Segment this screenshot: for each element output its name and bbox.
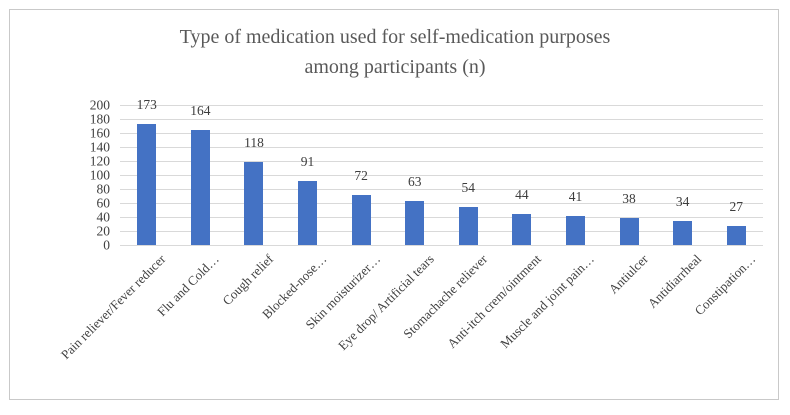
gridline: [120, 188, 763, 190]
y-tick-label: 20: [96, 223, 111, 239]
bar: [244, 162, 264, 245]
y-tick-label: 80: [96, 181, 111, 197]
bar: [565, 216, 585, 245]
bar-value-label: 72: [354, 167, 368, 183]
bar: [137, 123, 157, 245]
y-tick-label: 200: [89, 97, 110, 113]
chart-title: Type of medication used for self-medicat…: [0, 22, 790, 82]
gridline: [120, 230, 763, 232]
y-tick-label: 140: [89, 139, 110, 155]
y-tick-label: 120: [89, 153, 110, 169]
y-tick-label: 0: [103, 237, 110, 253]
y-axis: 0 20 40 60 80 100 120 140 160 180 200: [8, 98, 111, 251]
bar-value-label: 41: [568, 189, 583, 205]
bar-value-label: 54: [461, 180, 476, 196]
y-tick-label: 160: [89, 125, 110, 141]
bar-value-label: 91: [300, 154, 315, 170]
bar-value-label: 27: [729, 199, 743, 215]
bar: [351, 194, 371, 245]
chart-title-line1: Type of medication used for self-medicat…: [179, 26, 611, 48]
bar-value-label: 34: [675, 194, 690, 210]
bar-value-label: 173: [136, 96, 157, 112]
y-tick-label: 100: [89, 167, 110, 183]
bar: [726, 226, 746, 245]
gridline: [120, 244, 763, 246]
bar: [512, 214, 532, 245]
gridline: [120, 146, 763, 148]
bar-value-label: 164: [190, 103, 211, 119]
bar-value-label: 118: [244, 135, 264, 151]
bar-value-label: 44: [515, 187, 529, 203]
bar: [619, 218, 639, 245]
y-tick-label: 60: [96, 195, 111, 211]
plot-area: 173 164 118 91 72 63 54 44 41 38 34 27 0 20 40 60 80 100…: [58, 97, 763, 362]
gridline: [120, 118, 763, 120]
gridline: [120, 202, 763, 204]
gridline: [120, 216, 763, 218]
bar: [298, 181, 318, 245]
bar: [405, 200, 425, 245]
bar-value-label: 38: [622, 191, 636, 207]
bar-value-label: 63: [407, 173, 422, 189]
y-tick-label: 40: [96, 209, 111, 225]
bar: [673, 221, 693, 245]
gridline: [120, 174, 763, 176]
gridline: [120, 104, 763, 106]
y-tick-label: 180: [89, 111, 110, 127]
bar: [458, 207, 478, 245]
gridline: [120, 132, 763, 134]
bar: [190, 130, 210, 245]
chart-title-line2: among participants (n): [304, 56, 486, 78]
gridline: [120, 160, 763, 162]
